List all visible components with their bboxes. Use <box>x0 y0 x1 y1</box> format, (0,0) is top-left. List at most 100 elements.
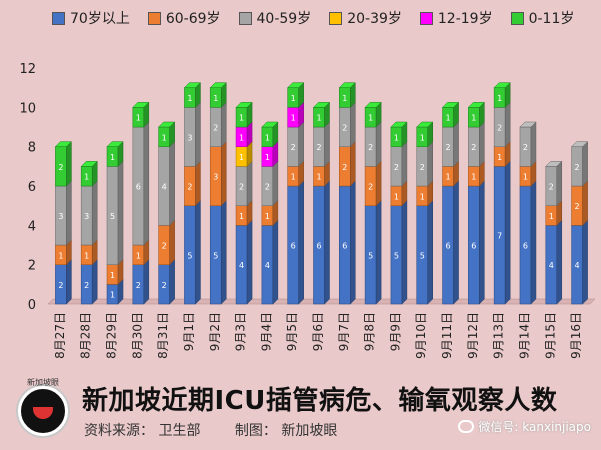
bar-segment-side <box>375 121 382 167</box>
data-label: 1 <box>265 133 270 142</box>
bar-segment-side <box>582 141 588 187</box>
bar-segment-side <box>246 160 253 207</box>
x-tick-label: 8月29日 <box>105 312 119 359</box>
x-tick-label: 9月2日 <box>208 312 222 351</box>
bar-segment-side <box>221 141 227 207</box>
data-label: 1 <box>239 133 244 142</box>
bar-segment-side <box>324 121 330 167</box>
x-tick-label: 9月9日 <box>388 312 402 351</box>
data-label: 1 <box>291 173 296 182</box>
legend-swatch <box>147 11 161 25</box>
data-label: 2 <box>575 202 580 211</box>
x-tick-label: 9月11日 <box>440 312 454 359</box>
bar-segment-side <box>453 121 459 167</box>
bar-segment-side <box>375 200 382 305</box>
legend-label: 70岁以上 <box>70 11 130 27</box>
data-label: 1 <box>265 212 270 221</box>
x-tick-label: 9月15日 <box>543 312 557 359</box>
bar-segment-side <box>91 180 98 246</box>
bar-segment-side <box>556 219 563 305</box>
data-label: 2 <box>84 281 89 290</box>
x-tick-label: 9月5日 <box>285 312 299 351</box>
data-label: 2 <box>549 183 554 192</box>
data-label: 1 <box>136 251 141 260</box>
y-tick-label: 6 <box>28 180 36 195</box>
data-label: 1 <box>136 114 141 123</box>
data-label: 4 <box>265 261 270 270</box>
bar-segment-top <box>209 82 227 88</box>
data-label: 1 <box>446 173 451 182</box>
legend-item: 60-69岁 <box>147 8 221 28</box>
x-tick-label: 9月12日 <box>466 312 480 359</box>
x-tick-label: 9月3日 <box>234 312 248 351</box>
credits: 资料来源： 卫生部 制图： 新加坡眼 <box>84 420 367 440</box>
legend-item: 70岁以上 <box>52 8 130 28</box>
data-label: 1 <box>291 94 296 103</box>
x-tick-label: 9月16日 <box>569 312 583 359</box>
bar-segment-top <box>545 161 563 167</box>
data-label: 1 <box>316 173 321 182</box>
bar-segment-side <box>401 200 408 305</box>
bar-segment-side <box>91 259 98 305</box>
data-label: 1 <box>58 251 63 260</box>
data-label: 1 <box>471 114 476 123</box>
bar-segment-top <box>80 161 98 167</box>
data-label: 2 <box>368 143 373 152</box>
data-label: 5 <box>394 251 399 260</box>
x-tick-label: 9月4日 <box>259 312 273 351</box>
data-label: 2 <box>213 124 218 133</box>
data-label: 2 <box>523 143 528 152</box>
legend-label: 0-11岁 <box>528 11 575 27</box>
data-label: 1 <box>420 192 425 201</box>
y-tick-label: 4 <box>28 219 36 234</box>
legend-item: 12-19岁 <box>419 8 493 28</box>
bar-segment-side <box>66 180 72 246</box>
data-label: 1 <box>471 173 476 182</box>
data-label: 4 <box>549 261 554 270</box>
data-label: 6 <box>291 242 296 251</box>
data-label: 5 <box>213 251 218 260</box>
y-tick-label: 2 <box>28 259 36 274</box>
data-label: 2 <box>136 281 141 290</box>
bar-segment-top <box>106 141 124 147</box>
legend-label: 12-19岁 <box>437 11 493 27</box>
data-label: 2 <box>471 143 476 152</box>
bar-segment-side <box>221 101 227 148</box>
bar-segment-top <box>467 102 485 108</box>
chart-title: 新加坡近期ICU插管病危、输氧观察人数 <box>82 386 558 416</box>
bar-segment-side <box>66 141 72 187</box>
legend-swatch <box>510 11 524 25</box>
bar-segment-side <box>350 141 356 187</box>
bar-segment-top <box>390 121 408 128</box>
bar-segment-side <box>195 200 201 305</box>
bar-segment-side <box>401 141 408 187</box>
data-label: 2 <box>342 124 347 133</box>
chart-legend: 70岁以上 60-69岁 40-59岁 20-39岁 12-19岁 0-11岁 <box>52 8 592 28</box>
stacked-bar-chart: 02468101221328月27日21318月28日11518月29日2161… <box>19 62 596 359</box>
watermark-text: 微信号: kanxinjiapo <box>478 420 591 434</box>
data-label: 6 <box>342 242 347 251</box>
x-tick-label: 9月8日 <box>363 312 377 351</box>
bar-segment-side <box>246 219 253 305</box>
data-label: 2 <box>497 124 502 133</box>
y-tick-label: 12 <box>19 62 36 77</box>
y-tick-label: 10 <box>19 101 36 116</box>
data-label: 6 <box>136 183 141 192</box>
bar-segment-top <box>235 102 253 108</box>
bar-segment-side <box>375 160 382 207</box>
source-text: 资料来源： 卫生部 <box>84 423 201 439</box>
bar-segment-top <box>261 121 279 128</box>
data-label: 6 <box>446 242 451 251</box>
x-tick-label: 8月28日 <box>79 312 93 359</box>
bar-segment-side <box>195 101 201 167</box>
data-label: 2 <box>316 143 321 152</box>
x-tick-label: 9月7日 <box>337 312 351 351</box>
data-label: 1 <box>110 271 115 280</box>
bar-segment-top <box>416 121 434 128</box>
bar-segment-top <box>441 102 460 108</box>
bar-segment-side <box>427 141 433 187</box>
data-label: 7 <box>497 232 502 241</box>
data-label: 2 <box>420 163 425 172</box>
bar-segment-side <box>582 219 588 305</box>
data-label: 6 <box>316 242 321 251</box>
